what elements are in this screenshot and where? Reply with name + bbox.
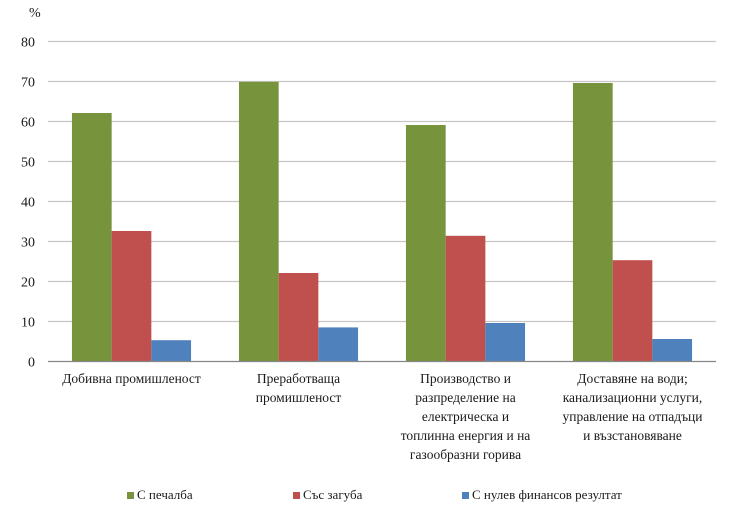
legend-label-zero: С нулев финансов резултат <box>472 487 622 502</box>
y-axis-ticks: 0 10 20 30 40 50 60 70 80 <box>21 36 35 371</box>
x-category-label-line: Преработваща <box>256 371 341 386</box>
bars <box>71 81 693 362</box>
y-tick-label: 0 <box>28 356 35 371</box>
bar-zero-result <box>652 339 693 361</box>
x-category-label-line: електрическа и <box>421 409 510 424</box>
x-category-label-line: Производство и <box>420 371 511 386</box>
x-category-label: Преработваща промишленост <box>215 369 382 407</box>
legend-swatch-zero <box>462 491 469 499</box>
bar-profit <box>71 113 112 361</box>
bar-profit <box>238 81 279 362</box>
y-tick-label: 40 <box>21 196 35 211</box>
x-category-label-line: разпределение на <box>415 390 516 405</box>
y-tick-label: 20 <box>21 276 35 291</box>
bar-loss <box>278 273 319 361</box>
x-category-label-line: газообразни горива <box>409 447 522 462</box>
legend-swatch-profit <box>127 491 134 499</box>
y-tick-label: 70 <box>21 76 35 91</box>
x-category-label-line: Доставяне на води; <box>577 371 688 386</box>
bar-loss <box>612 260 653 361</box>
bar-loss <box>445 235 486 361</box>
x-category-label: Добивна промишленост <box>48 369 215 388</box>
legend-item-profit: С печалба <box>127 487 193 503</box>
y-tick-label: 10 <box>21 316 35 331</box>
x-category-label: Доставяне на води; канализационни услуги,… <box>549 369 716 445</box>
y-tick-label: 30 <box>21 236 35 251</box>
bar-profit <box>572 83 613 361</box>
bar-zero-result <box>151 340 192 361</box>
x-category-label-line: управление на отпадъци <box>562 409 703 424</box>
bar-profit <box>405 125 446 361</box>
x-category-label-line: канализационни услуги, <box>562 390 703 405</box>
legend-item-zero: С нулев финансов резултат <box>462 487 622 503</box>
y-tick-label: 50 <box>21 156 35 171</box>
y-axis-unit-label: % <box>29 6 41 21</box>
legend-label-loss: Със загуба <box>303 487 363 502</box>
x-category-label-line: промишленост <box>255 390 342 405</box>
legend-label-profit: С печалба <box>137 487 193 502</box>
bar-loss <box>111 231 152 361</box>
y-tick-label: 60 <box>21 116 35 131</box>
legend-item-loss: Със загуба <box>293 487 362 503</box>
x-category-label-line: и възстановяване <box>583 428 682 443</box>
x-category-label: Производство и разпределение на електричес… <box>382 369 549 464</box>
legend-swatch-loss <box>293 491 300 499</box>
x-category-label-line: Добивна промишленост <box>62 371 201 386</box>
gridlines <box>48 40 716 323</box>
y-tick-label: 80 <box>21 36 35 51</box>
x-category-label-line: топлинна енергия и на <box>400 428 531 443</box>
bar-zero-result <box>318 327 359 361</box>
bar-zero-result <box>485 323 526 361</box>
